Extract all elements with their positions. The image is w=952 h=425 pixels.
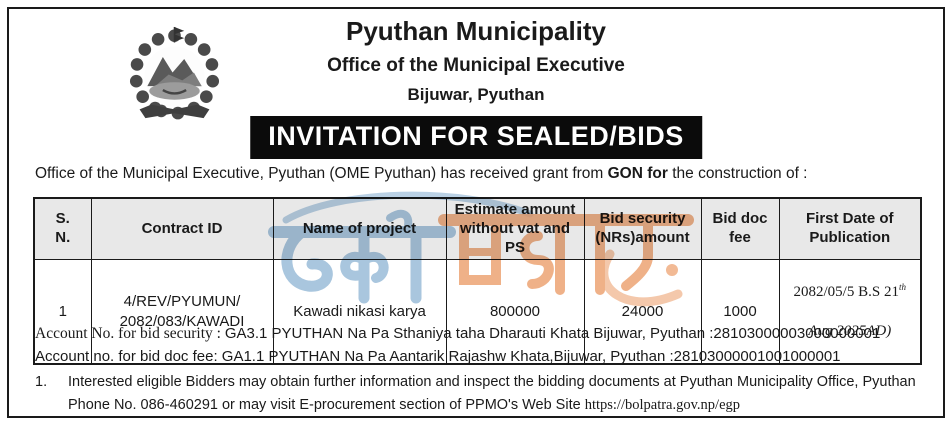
intro-pre: Office of the Municipal Executive, Pyuth… [35,165,608,182]
pub-date-ordinal: th [898,281,906,292]
account-info: Account No. for bid security : GA3.1 PYU… [35,322,925,368]
ppmo-website-link[interactable]: https://bolpatra.gov.np/egp [584,397,741,414]
intro-paragraph: Office of the Municipal Executive, Pyuth… [35,165,923,183]
note-item-1: 1. Interested eligible Bidders may obtai… [35,371,923,417]
note-body: Interested eligible Bidders may obtain f… [68,374,916,414]
cell-sn: 1 [33,259,92,365]
bid-security-account-line: Account No. for bid security : GA3.1 PYU… [35,322,925,345]
nepal-emblem-logo [129,26,220,120]
office-subtitle: Office of the Municipal Executive [327,55,625,76]
table-row: 1 4/REV/PYUMUN/ 2082/083/KAWADI Kawadi n… [33,259,922,365]
col-header-bid-security: Bid security (NRs)amount [583,197,702,261]
invitation-banner: INVITATION FOR SEALED/BIDS [250,116,702,159]
cell-contract-id: 4/REV/PYUMUN/ 2082/083/KAWADI [90,259,274,365]
col-header-bid-doc-fee: Bid doc fee [700,197,780,261]
intro-post: the construction of : [667,165,808,182]
bid-security-account-label: Account No. for bid security : [35,325,225,342]
col-header-estimate: Estimate amount without vat and PS [445,197,585,261]
col-header-sn: S. N. [33,197,92,261]
col-header-project: Name of project [272,197,447,261]
intro-bold: GON for [607,165,668,182]
bid-doc-fee-account-line: Account no. for bid doc fee: GA1.1 PYUTH… [35,348,841,365]
pub-date-main: 2082/05/5 B.S 21 [793,283,899,300]
municipality-title: Pyuthan Municipality [345,16,607,46]
note-item-number: 1. [35,374,48,390]
pub-date-line1: 2082/05/5 B.S 21th [784,282,917,303]
bid-security-account-value: GA3.1 PYUTHAN Na Pa Sthaniya taha Dharau… [224,325,881,342]
col-header-pub-date: First Date of Publication [778,197,922,261]
col-header-contract-id: Contract ID [90,197,274,261]
cell-project: Kawadi nikasi karya [272,259,447,365]
table-header-row: S. N. Contract ID Name of project Estima… [33,197,922,261]
note-item-text: Interested eligible Bidders may obtain f… [68,371,923,417]
cell-bid-doc-fee: 1000 [700,259,780,365]
location-subtitle: Bijuwar, Pyuthan [407,85,545,104]
pub-date-line2: Aug 2025AD) [808,322,892,339]
cell-pub-date: 2082/05/5 B.S 21th Aug 2025AD) [778,259,922,365]
